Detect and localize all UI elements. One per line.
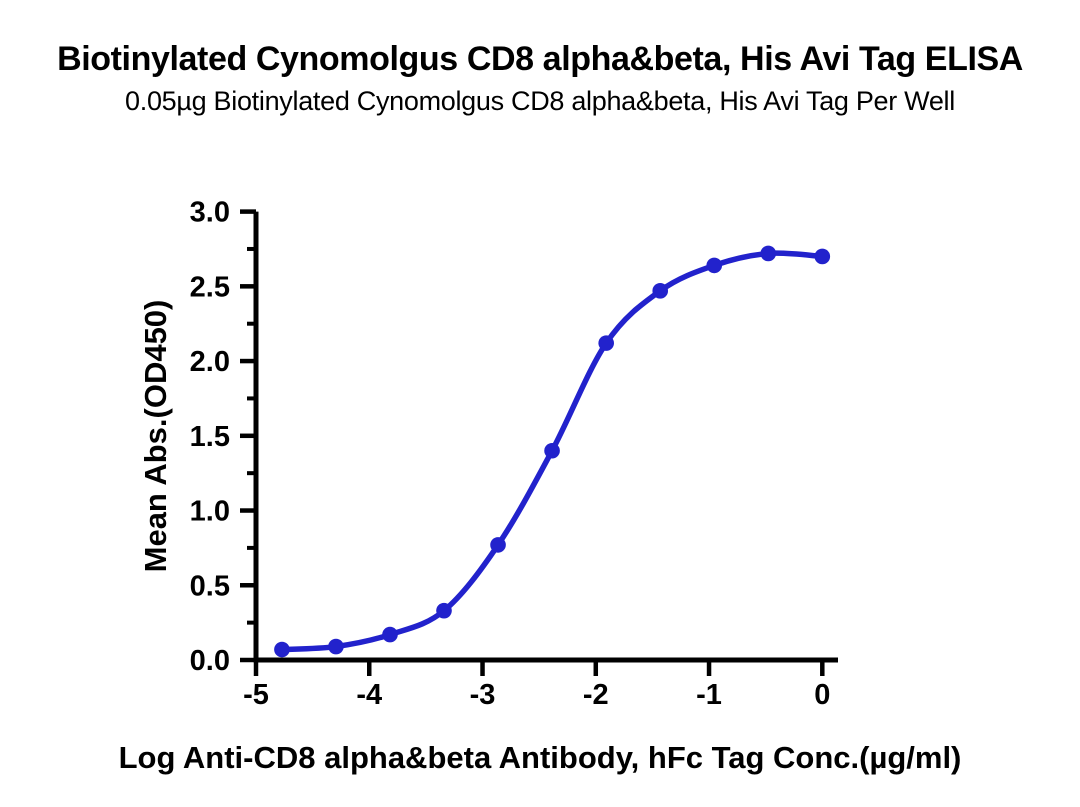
data-point bbox=[490, 537, 506, 553]
data-point bbox=[760, 245, 777, 262]
y-tick-label: 1.5 bbox=[190, 421, 230, 453]
dose-response-curve bbox=[274, 245, 831, 658]
x-tick-label: 0 bbox=[814, 679, 830, 711]
y-tick-label: 2.0 bbox=[190, 346, 230, 378]
data-point bbox=[544, 442, 560, 459]
chart-title: Biotinylated Cynomolgus CD8 alpha&beta, … bbox=[57, 40, 1023, 78]
chart-subtitle: 0.05µg Biotinylated Cynomolgus CD8 alpha… bbox=[125, 86, 955, 116]
data-point bbox=[382, 626, 398, 643]
y-tick-label: 0.0 bbox=[190, 645, 230, 677]
data-point bbox=[598, 335, 614, 351]
x-tick-label: -2 bbox=[583, 679, 609, 711]
data-point bbox=[652, 283, 669, 299]
data-point bbox=[706, 257, 723, 274]
x-tick-label: -4 bbox=[356, 679, 382, 711]
data-point bbox=[274, 641, 290, 658]
axes: 0.0 0.5 1.0 1.5 2.0 2.5 3.0 -5 -4 -3 -2 -1 0 bbox=[190, 197, 838, 711]
y-tick-label: 1.0 bbox=[190, 496, 230, 528]
data-point bbox=[436, 602, 452, 619]
y-axis-label: Mean Abs.(OD450) bbox=[138, 300, 173, 573]
x-tick-label: -3 bbox=[470, 679, 496, 711]
y-tick-label: 0.5 bbox=[190, 570, 230, 602]
y-tick-label: 2.5 bbox=[190, 271, 230, 303]
x-axis-label: Log Anti-CD8 alpha&beta Antibody, hFc Ta… bbox=[119, 740, 962, 775]
data-point bbox=[328, 638, 344, 655]
axis-spines bbox=[253, 211, 838, 663]
y-tick-label: 3.0 bbox=[190, 197, 230, 229]
x-tick-label: -5 bbox=[243, 679, 269, 711]
data-point bbox=[814, 248, 831, 265]
x-tick-label: -1 bbox=[696, 679, 722, 711]
